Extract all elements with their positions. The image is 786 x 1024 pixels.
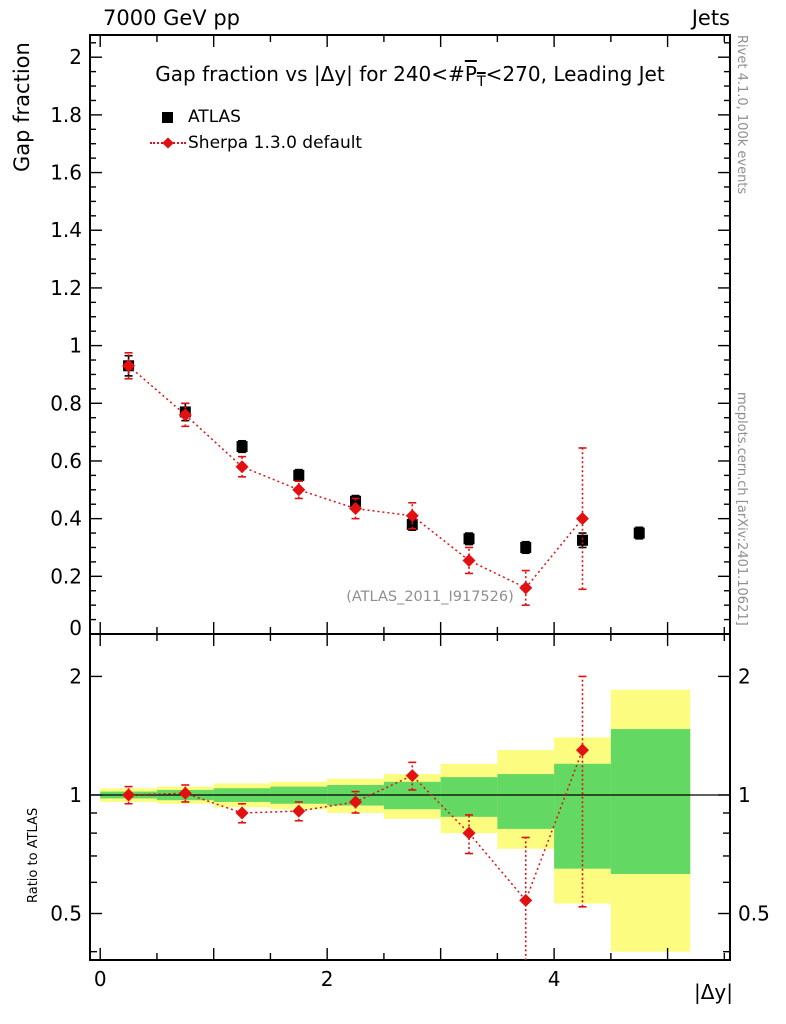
- svg-text:2: 2: [69, 45, 82, 69]
- plot-title-post: <270, Leading Jet: [485, 62, 665, 86]
- svg-text:0.4: 0.4: [50, 507, 82, 531]
- svg-text:0.6: 0.6: [50, 449, 82, 473]
- y-axis-label-ratio: Ratio to ATLAS: [26, 807, 41, 903]
- svg-text:0: 0: [94, 967, 107, 991]
- legend: ATLAS Sherpa 1.3.0 default: [148, 104, 362, 156]
- process-label: Jets: [691, 6, 730, 30]
- legend-label-atlas: ATLAS: [188, 107, 241, 127]
- rivet-version-note: Rivet 4.1.0, 100k events: [734, 35, 749, 195]
- svg-text:2: 2: [738, 664, 751, 688]
- svg-text:1: 1: [738, 783, 751, 807]
- plot-title-pre: Gap fraction vs |Δy| for 240<#: [155, 62, 465, 86]
- svg-text:0: 0: [69, 616, 82, 640]
- svg-text:1.2: 1.2: [50, 276, 82, 300]
- svg-text:1: 1: [69, 334, 82, 358]
- y-axis-label-main: Gap fraction: [10, 42, 34, 172]
- svg-text:1: 1: [69, 783, 82, 807]
- svg-text:1.4: 1.4: [50, 218, 82, 242]
- svg-text:0.8: 0.8: [50, 391, 82, 415]
- legend-label-sherpa: Sherpa 1.3.0 default: [188, 133, 363, 153]
- svg-text:1.6: 1.6: [50, 161, 82, 185]
- svg-text:2: 2: [69, 664, 82, 688]
- analysis-id-watermark: (ATLAS_2011_I917526): [346, 589, 514, 605]
- svg-text:4: 4: [548, 967, 561, 991]
- legend-item-sherpa: Sherpa 1.3.0 default: [148, 130, 362, 156]
- plot-title: Gap fraction vs |Δy| for 240<#PT<270, Le…: [110, 62, 710, 90]
- beam-info-label: 7000 GeV pp: [103, 6, 241, 30]
- svg-text:0.5: 0.5: [50, 902, 82, 926]
- red-diamond-marker-icon: [148, 136, 188, 150]
- svg-text:0.5: 0.5: [738, 902, 770, 926]
- legend-item-atlas: ATLAS: [148, 104, 362, 130]
- svg-text:2: 2: [321, 967, 334, 991]
- black-square-marker-icon: [148, 110, 188, 124]
- pt-bar-symbol: PT: [464, 62, 486, 90]
- svg-text:1.8: 1.8: [50, 103, 82, 127]
- mcplots-arxiv-note: mcplots.cern.ch [arXiv:2401.10621]: [734, 392, 749, 626]
- x-axis-label: |Δy|: [694, 980, 733, 1004]
- svg-text:0.2: 0.2: [50, 564, 82, 588]
